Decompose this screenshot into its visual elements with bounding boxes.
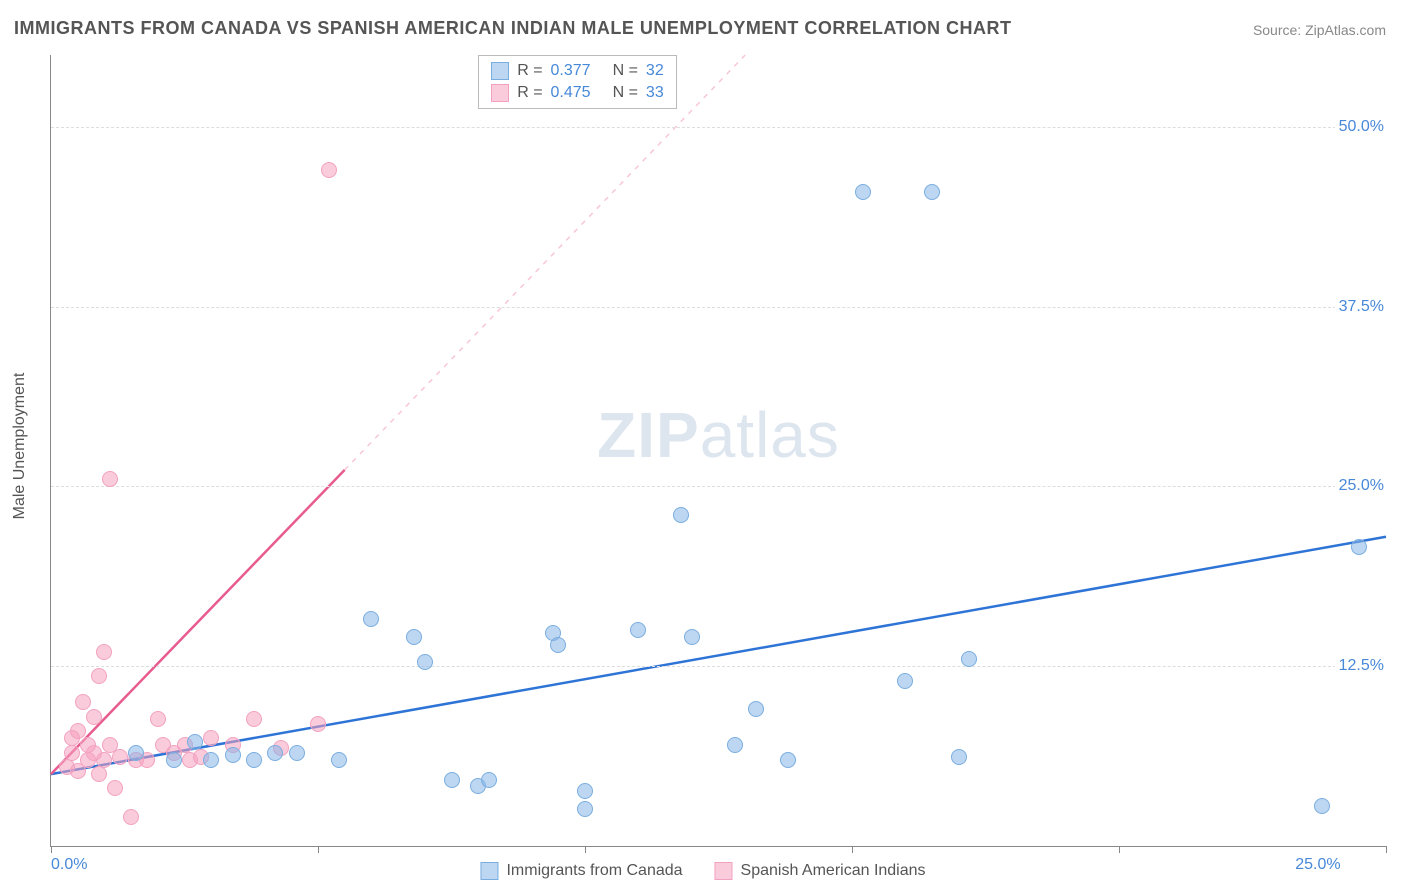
data-point (246, 752, 262, 768)
data-point (96, 752, 112, 768)
trend-line-solid (51, 470, 345, 774)
series-legend: Immigrants from Canada Spanish American I… (480, 862, 925, 880)
y-tick-label: 50.0% (1335, 118, 1388, 136)
data-point (203, 730, 219, 746)
data-point (246, 711, 262, 727)
source-value: ZipAtlas.com (1305, 22, 1386, 38)
data-point (444, 772, 460, 788)
gridline (51, 486, 1386, 487)
trend-line-solid (51, 537, 1386, 774)
data-point (70, 723, 86, 739)
data-point (897, 673, 913, 689)
legend-row: R = 0.377 N = 32 (491, 60, 664, 82)
data-point (64, 745, 80, 761)
data-point (481, 772, 497, 788)
x-tick (51, 846, 52, 853)
gridline (51, 666, 1386, 667)
data-point (577, 783, 593, 799)
data-point (406, 629, 422, 645)
data-point (780, 752, 796, 768)
data-point (684, 629, 700, 645)
source-credit: Source: ZipAtlas.com (1253, 22, 1386, 38)
data-point (128, 745, 144, 761)
data-point (91, 668, 107, 684)
legend-item: Spanish American Indians (715, 862, 926, 880)
watermark-atlas: atlas (700, 399, 840, 471)
gridline (51, 127, 1386, 128)
data-point (321, 162, 337, 178)
x-tick-label: 0.0% (51, 856, 87, 874)
y-tick-label: 25.0% (1335, 477, 1388, 495)
data-point (225, 747, 241, 763)
legend-label: Immigrants from Canada (506, 862, 682, 880)
legend-row: R = 0.475 N = 33 (491, 82, 664, 104)
data-point (855, 184, 871, 200)
legend-swatch (715, 862, 733, 880)
data-point (961, 651, 977, 667)
data-point (102, 471, 118, 487)
trend-line-dashed (345, 55, 746, 470)
legend-swatch (491, 84, 509, 102)
chart-title: IMMIGRANTS FROM CANADA VS SPANISH AMERIC… (14, 18, 1011, 39)
legend-r-value: 0.377 (551, 62, 591, 80)
plot-area: ZIPatlas R = 0.377N = 32R = 0.475N = 33 … (50, 55, 1386, 847)
data-point (96, 644, 112, 660)
data-point (748, 701, 764, 717)
data-point (577, 801, 593, 817)
correlation-legend: R = 0.377 N = 32 R = 0.475 N = 33 (478, 55, 677, 109)
legend-swatch (491, 62, 509, 80)
legend-r-label: R = (517, 62, 542, 80)
x-tick (1119, 846, 1120, 853)
data-point (166, 752, 182, 768)
data-point (673, 507, 689, 523)
source-label: Source: (1253, 22, 1301, 38)
legend-n-label: N = (613, 84, 638, 102)
data-point (289, 745, 305, 761)
data-point (630, 622, 646, 638)
data-point (123, 809, 139, 825)
watermark-zip: ZIP (597, 399, 700, 471)
data-point (951, 749, 967, 765)
data-point (1314, 798, 1330, 814)
legend-n-value: 32 (646, 62, 664, 80)
legend-n-label: N = (613, 62, 638, 80)
data-point (203, 752, 219, 768)
data-point (91, 766, 107, 782)
legend-r-value: 0.475 (551, 84, 591, 102)
x-tick-label: 25.0% (1295, 856, 1340, 874)
gridline (51, 307, 1386, 308)
legend-r-label: R = (517, 84, 542, 102)
legend-item: Immigrants from Canada (480, 862, 682, 880)
data-point (107, 780, 123, 796)
data-point (310, 716, 326, 732)
data-point (75, 694, 91, 710)
legend-n-value: 33 (646, 84, 664, 102)
legend-label: Spanish American Indians (741, 862, 926, 880)
data-point (417, 654, 433, 670)
data-point (331, 752, 347, 768)
data-point (112, 749, 128, 765)
watermark: ZIPatlas (597, 398, 840, 472)
trend-lines-svg (51, 55, 1386, 846)
legend-swatch (480, 862, 498, 880)
x-tick (585, 846, 586, 853)
data-point (267, 745, 283, 761)
x-tick (318, 846, 319, 853)
data-point (550, 637, 566, 653)
data-point (86, 709, 102, 725)
data-point (924, 184, 940, 200)
data-point (150, 711, 166, 727)
data-point (187, 734, 203, 750)
y-tick-label: 37.5% (1335, 298, 1388, 316)
data-point (1351, 539, 1367, 555)
y-tick-label: 12.5% (1335, 657, 1388, 675)
x-tick (1386, 846, 1387, 853)
data-point (363, 611, 379, 627)
x-tick (852, 846, 853, 853)
y-axis-label: Male Unemployment (11, 373, 29, 520)
data-point (727, 737, 743, 753)
